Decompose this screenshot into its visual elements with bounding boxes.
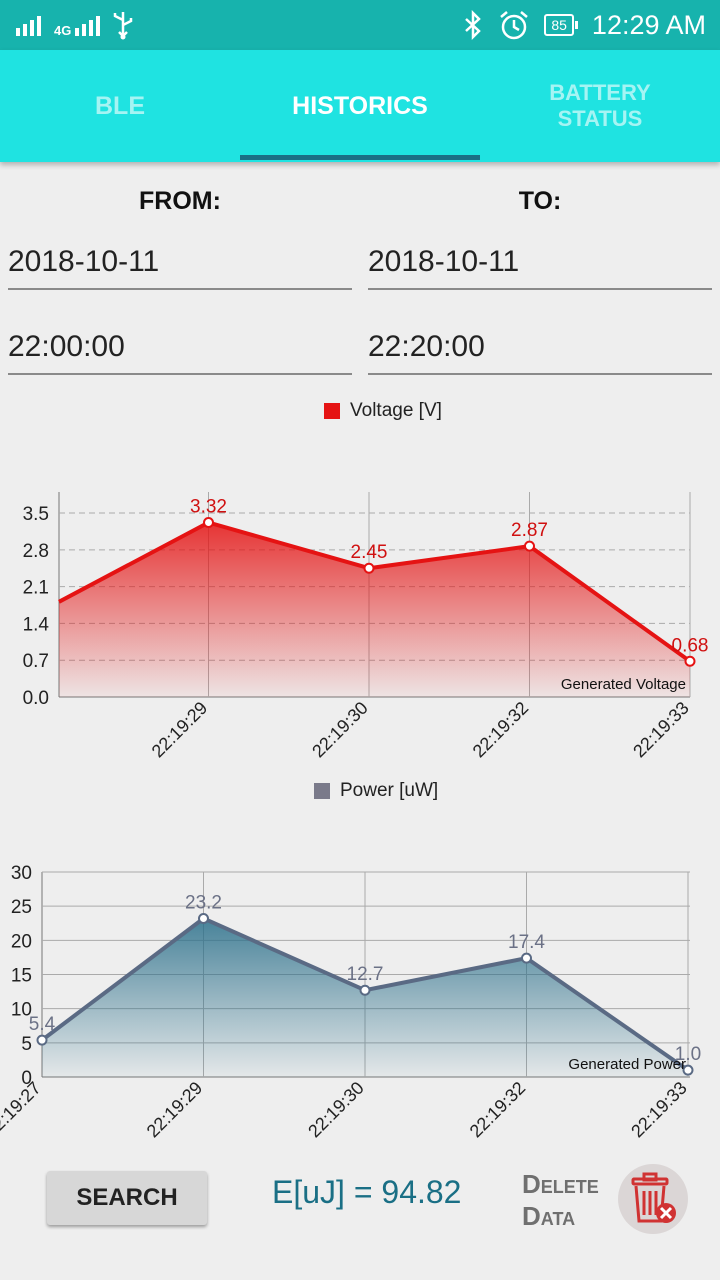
voltage-legend-swatch — [324, 403, 340, 419]
y-tick-label: 20 — [11, 931, 32, 952]
data-label: 0.68 — [672, 635, 709, 656]
y-tick-label: 1.4 — [23, 614, 50, 635]
to-date-field[interactable]: 2018-10-11 — [368, 236, 712, 290]
from-label: FROM: — [139, 187, 221, 215]
data-label: 17.4 — [508, 932, 545, 953]
power-legend-swatch — [314, 783, 330, 799]
status-left: 4G — [14, 8, 137, 42]
y-tick-label: 3.5 — [23, 504, 49, 525]
data-point — [684, 655, 696, 667]
energy-value: E[uJ] = 94.82 — [272, 1174, 462, 1210]
x-tick-label: 22:19:33 — [627, 1078, 691, 1142]
tab-bar: BLE HISTORICS BATTERY STATUS — [0, 50, 720, 162]
voltage-chart: 0.0 0.7 1.4 2.1 2.8 3.5 3.32 2.45 2.87 0.68 Genera… — [23, 492, 709, 762]
alarm-icon — [500, 11, 529, 40]
y-tick-label: 10 — [11, 1000, 32, 1021]
x-tick-label: 22:19:29 — [148, 698, 212, 762]
status-bar: 4G 85 12:29 AM — [0, 0, 720, 50]
delete-data-label-line1: Delete — [522, 1169, 599, 1199]
chart-description: Generated Power — [568, 1056, 686, 1073]
bluetooth-icon — [465, 10, 482, 40]
data-point — [359, 984, 371, 996]
data-point — [363, 562, 375, 574]
data-label: 12.7 — [347, 964, 384, 985]
x-tick-label: 22:19:33 — [629, 698, 693, 762]
data-point — [524, 540, 535, 552]
data-point — [682, 1064, 694, 1076]
data-label: 2.45 — [351, 542, 388, 563]
battery-level: 85 — [544, 14, 574, 36]
usb-icon — [114, 12, 133, 40]
y-tick-label: 2.1 — [23, 578, 49, 599]
power-legend: Power [uW] — [314, 780, 438, 802]
voltage-legend: Voltage [V] — [324, 400, 442, 422]
from-date-field[interactable]: 2018-10-11 — [8, 236, 352, 290]
data-label: 3.32 — [190, 496, 227, 517]
signal-4g-icon: 4G — [54, 12, 103, 38]
data-label: 5.4 — [29, 1014, 56, 1035]
trash-delete-icon[interactable] — [618, 1164, 688, 1234]
y-tick-label: 0 — [21, 1068, 32, 1089]
delete-data-label[interactable]: Delete Data — [522, 1168, 599, 1232]
series-area — [59, 522, 690, 697]
tab-indicator — [240, 155, 480, 160]
tab-historics[interactable]: HISTORICS — [292, 91, 428, 120]
signal-icon — [16, 16, 41, 36]
y-tick-label: 25 — [11, 897, 32, 918]
power-legend-label: Power [uW] — [340, 780, 439, 801]
voltage-legend-label: Voltage [V] — [350, 400, 442, 421]
data-point — [36, 1034, 48, 1046]
y-tick-label: 15 — [11, 966, 32, 987]
from-time-field[interactable]: 22:00:00 — [8, 321, 352, 375]
delete-data-label-line2: Data — [522, 1201, 576, 1231]
battery-icon: 85 — [544, 14, 578, 36]
data-point — [198, 912, 209, 924]
tab-battery-status[interactable]: BATTERY STATUS — [480, 50, 720, 162]
tab-ble[interactable]: BLE — [95, 91, 145, 120]
data-label: 1.0 — [675, 1044, 701, 1065]
status-right: 85 12:29 AM — [462, 0, 706, 50]
y-tick-label: 0.0 — [23, 688, 49, 709]
power-chart: 0 5 10 15 20 25 30 5.4 23.2 12.7 17.4 1.0Generated … — [0, 863, 701, 1142]
x-tick-label: 22:19:32 — [466, 1078, 530, 1142]
chart-description: Generated Voltage — [561, 676, 686, 693]
y-tick-label: 30 — [11, 863, 32, 884]
data-label: 23.2 — [185, 892, 222, 913]
x-tick-label: 22:19:30 — [304, 1078, 368, 1142]
x-tick-label: 22:19:27 — [0, 1078, 45, 1142]
to-time-field[interactable]: 22:20:00 — [368, 321, 712, 375]
x-tick-label: 22:19:32 — [469, 698, 533, 762]
y-tick-label: 5 — [21, 1034, 32, 1055]
y-tick-label: 0.7 — [23, 651, 49, 672]
x-tick-label: 22:19:29 — [143, 1078, 207, 1142]
y-tick-label: 2.8 — [23, 541, 49, 562]
to-label: TO: — [518, 187, 562, 215]
data-point — [521, 952, 532, 964]
x-tick-label: 22:19:30 — [308, 698, 372, 762]
status-time: 12:29 AM — [591, 9, 706, 40]
search-button[interactable]: SEARCH — [47, 1171, 207, 1225]
data-label: 2.87 — [511, 520, 548, 541]
data-point — [203, 516, 214, 528]
tab-battery-status-label: BATTERY STATUS — [549, 80, 651, 131]
